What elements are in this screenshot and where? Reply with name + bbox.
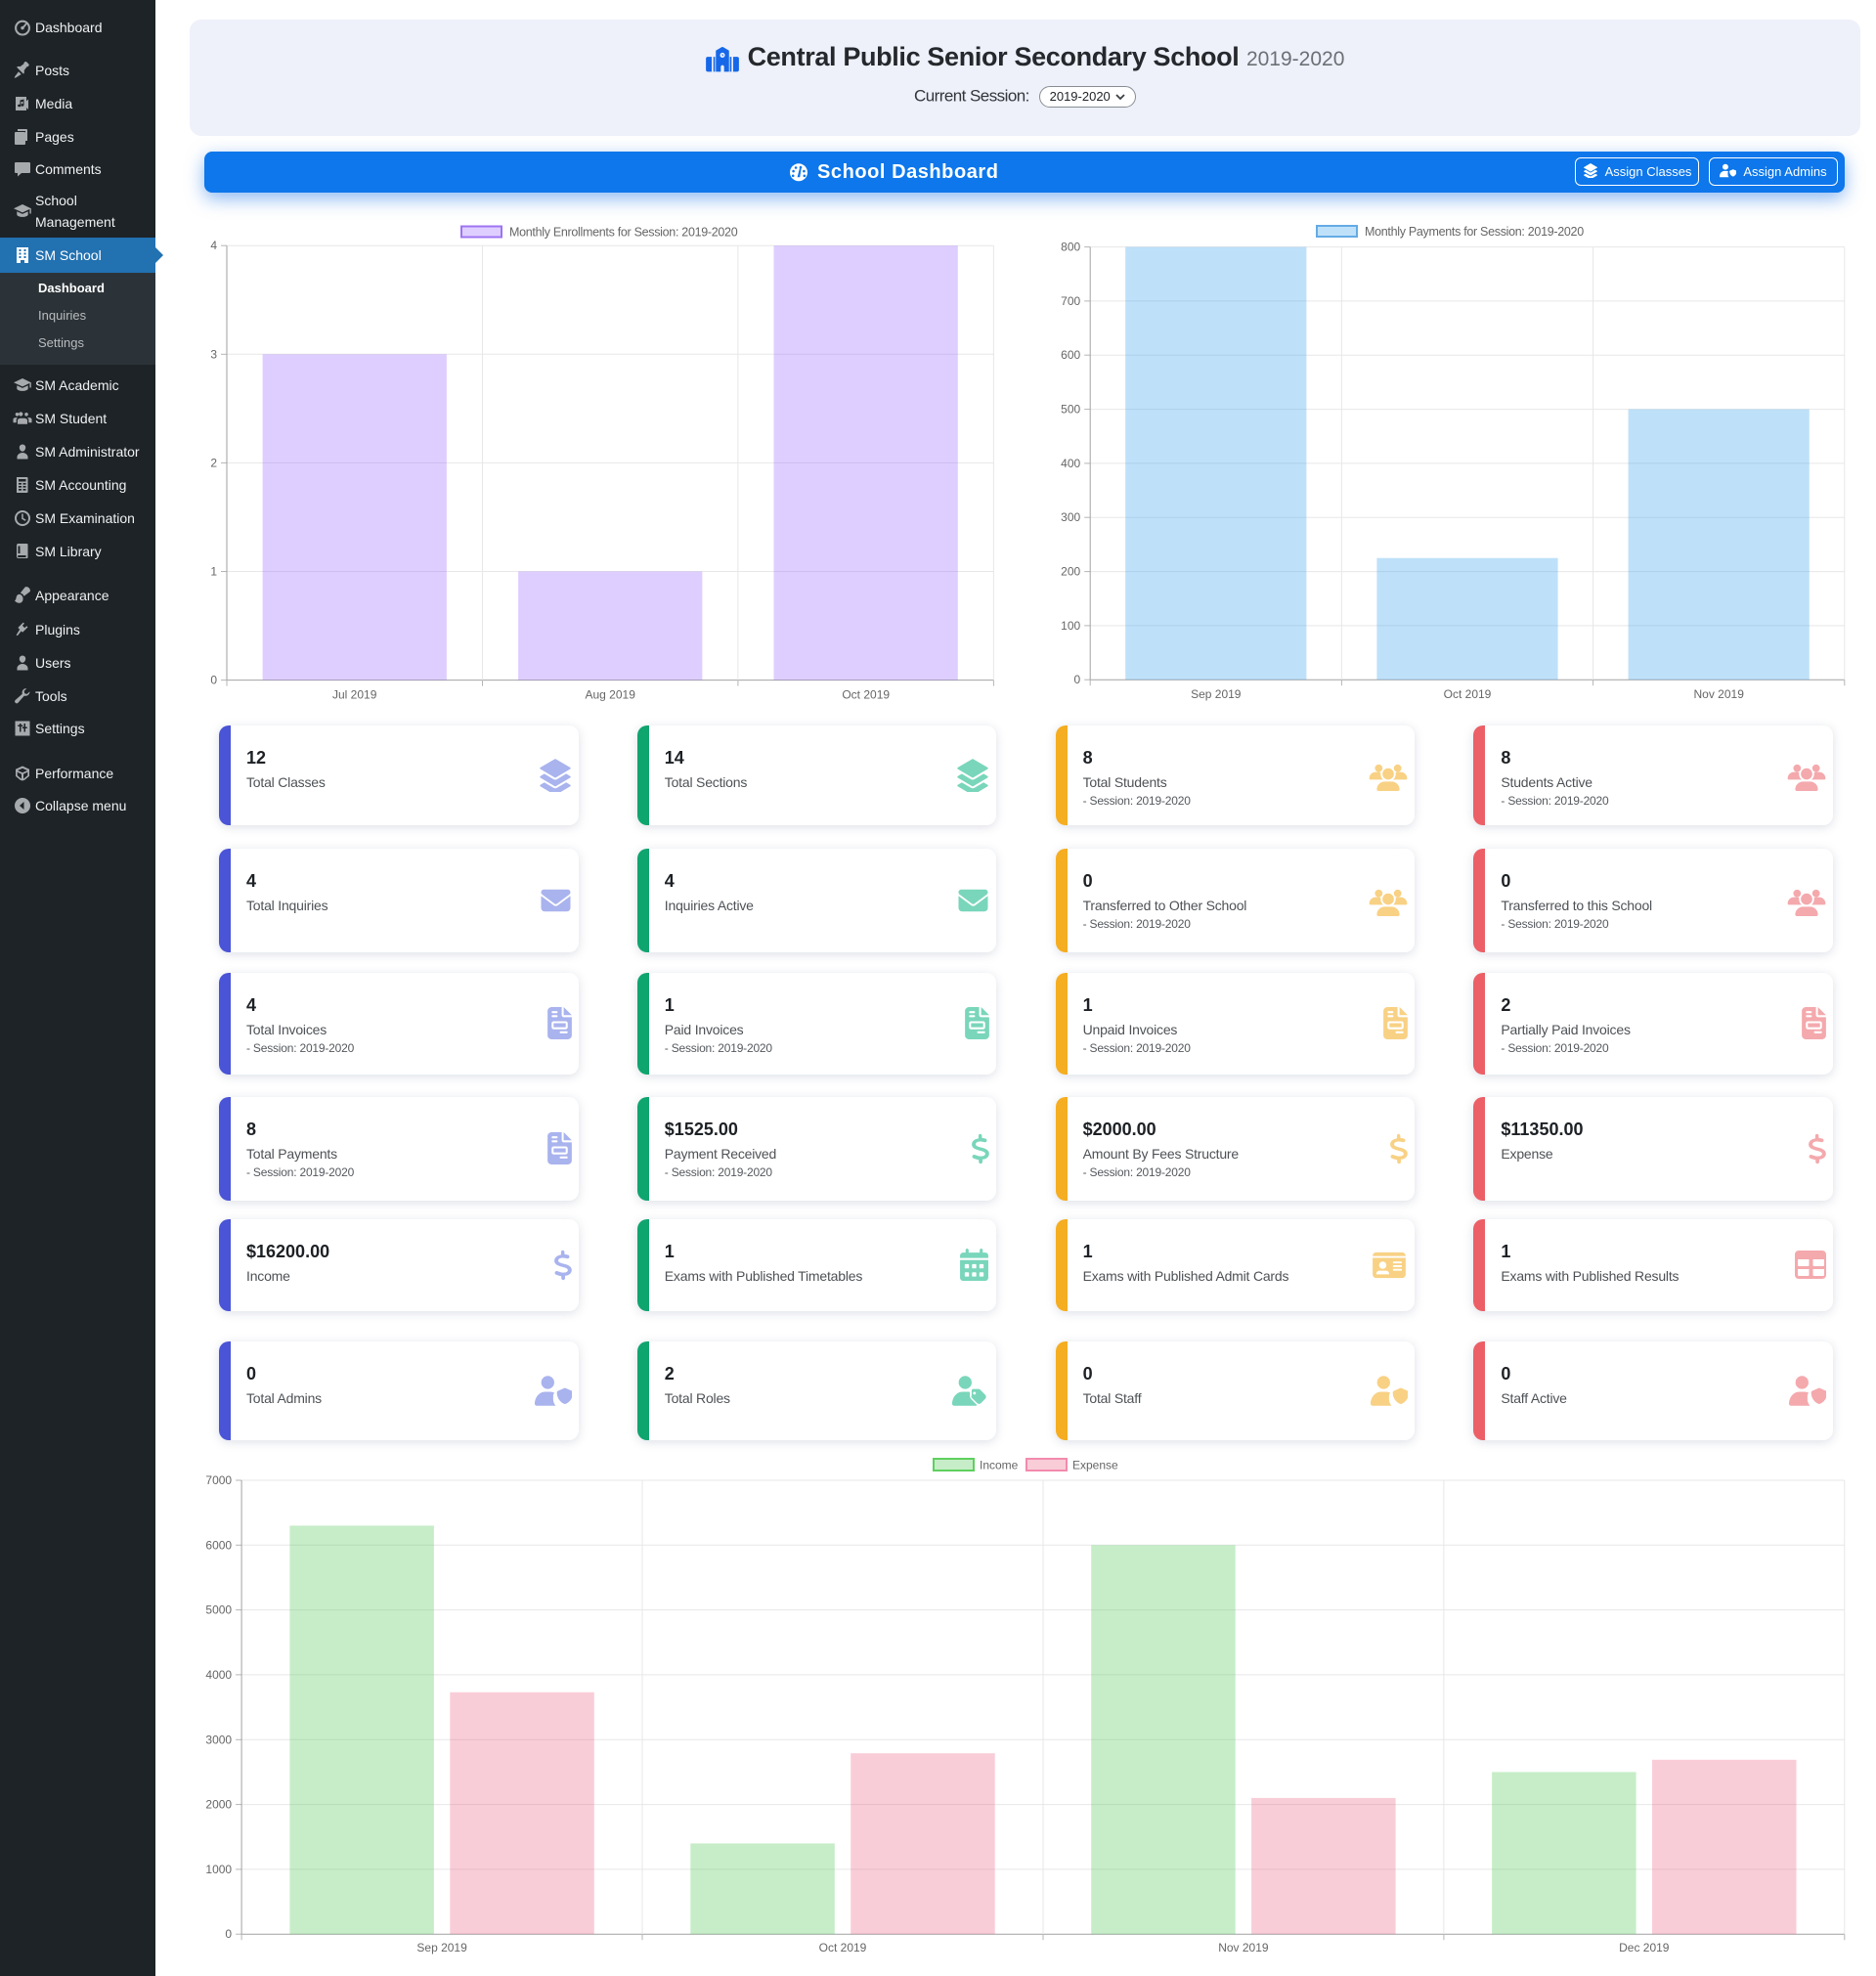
svg-text:4000: 4000 [205, 1668, 232, 1682]
svg-text:Nov 2019: Nov 2019 [1694, 687, 1745, 701]
svg-text:Sep 2019: Sep 2019 [1191, 687, 1242, 701]
svg-text:Jul 2019: Jul 2019 [332, 688, 377, 702]
svg-text:7000: 7000 [205, 1473, 232, 1487]
svg-text:400: 400 [1061, 457, 1080, 470]
svg-text:Oct 2019: Oct 2019 [819, 1941, 867, 1954]
svg-text:Expense: Expense [1072, 1459, 1118, 1472]
svg-text:200: 200 [1061, 565, 1080, 579]
svg-text:500: 500 [1061, 403, 1080, 417]
svg-text:4: 4 [210, 239, 217, 252]
svg-text:0: 0 [210, 674, 217, 687]
svg-text:1: 1 [210, 565, 217, 579]
svg-text:3000: 3000 [205, 1733, 232, 1746]
svg-text:Nov 2019: Nov 2019 [1218, 1941, 1269, 1954]
svg-text:600: 600 [1061, 348, 1080, 362]
svg-text:Monthly Enrollments for Sessio: Monthly Enrollments for Session: 2019-20… [509, 226, 738, 240]
svg-text:2: 2 [210, 456, 217, 469]
svg-text:Monthly Payments for Session:: Monthly Payments for Session: 2019-2020 [1365, 225, 1584, 239]
svg-text:Oct 2019: Oct 2019 [842, 688, 890, 702]
svg-text:2000: 2000 [205, 1798, 232, 1812]
svg-text:0: 0 [225, 1927, 232, 1941]
svg-text:Aug 2019: Aug 2019 [586, 688, 636, 702]
svg-text:6000: 6000 [205, 1538, 232, 1552]
svg-text:1000: 1000 [205, 1863, 232, 1876]
svg-text:Dec 2019: Dec 2019 [1619, 1941, 1670, 1954]
svg-text:100: 100 [1061, 619, 1080, 633]
svg-text:Oct 2019: Oct 2019 [1444, 687, 1492, 701]
svg-text:800: 800 [1061, 241, 1080, 254]
svg-text:5000: 5000 [205, 1603, 232, 1617]
svg-text:300: 300 [1061, 510, 1080, 524]
svg-text:3: 3 [210, 347, 217, 361]
svg-text:Sep 2019: Sep 2019 [416, 1941, 467, 1954]
svg-text:700: 700 [1061, 294, 1080, 308]
svg-text:0: 0 [1074, 673, 1081, 686]
svg-text:Income: Income [980, 1459, 1019, 1472]
